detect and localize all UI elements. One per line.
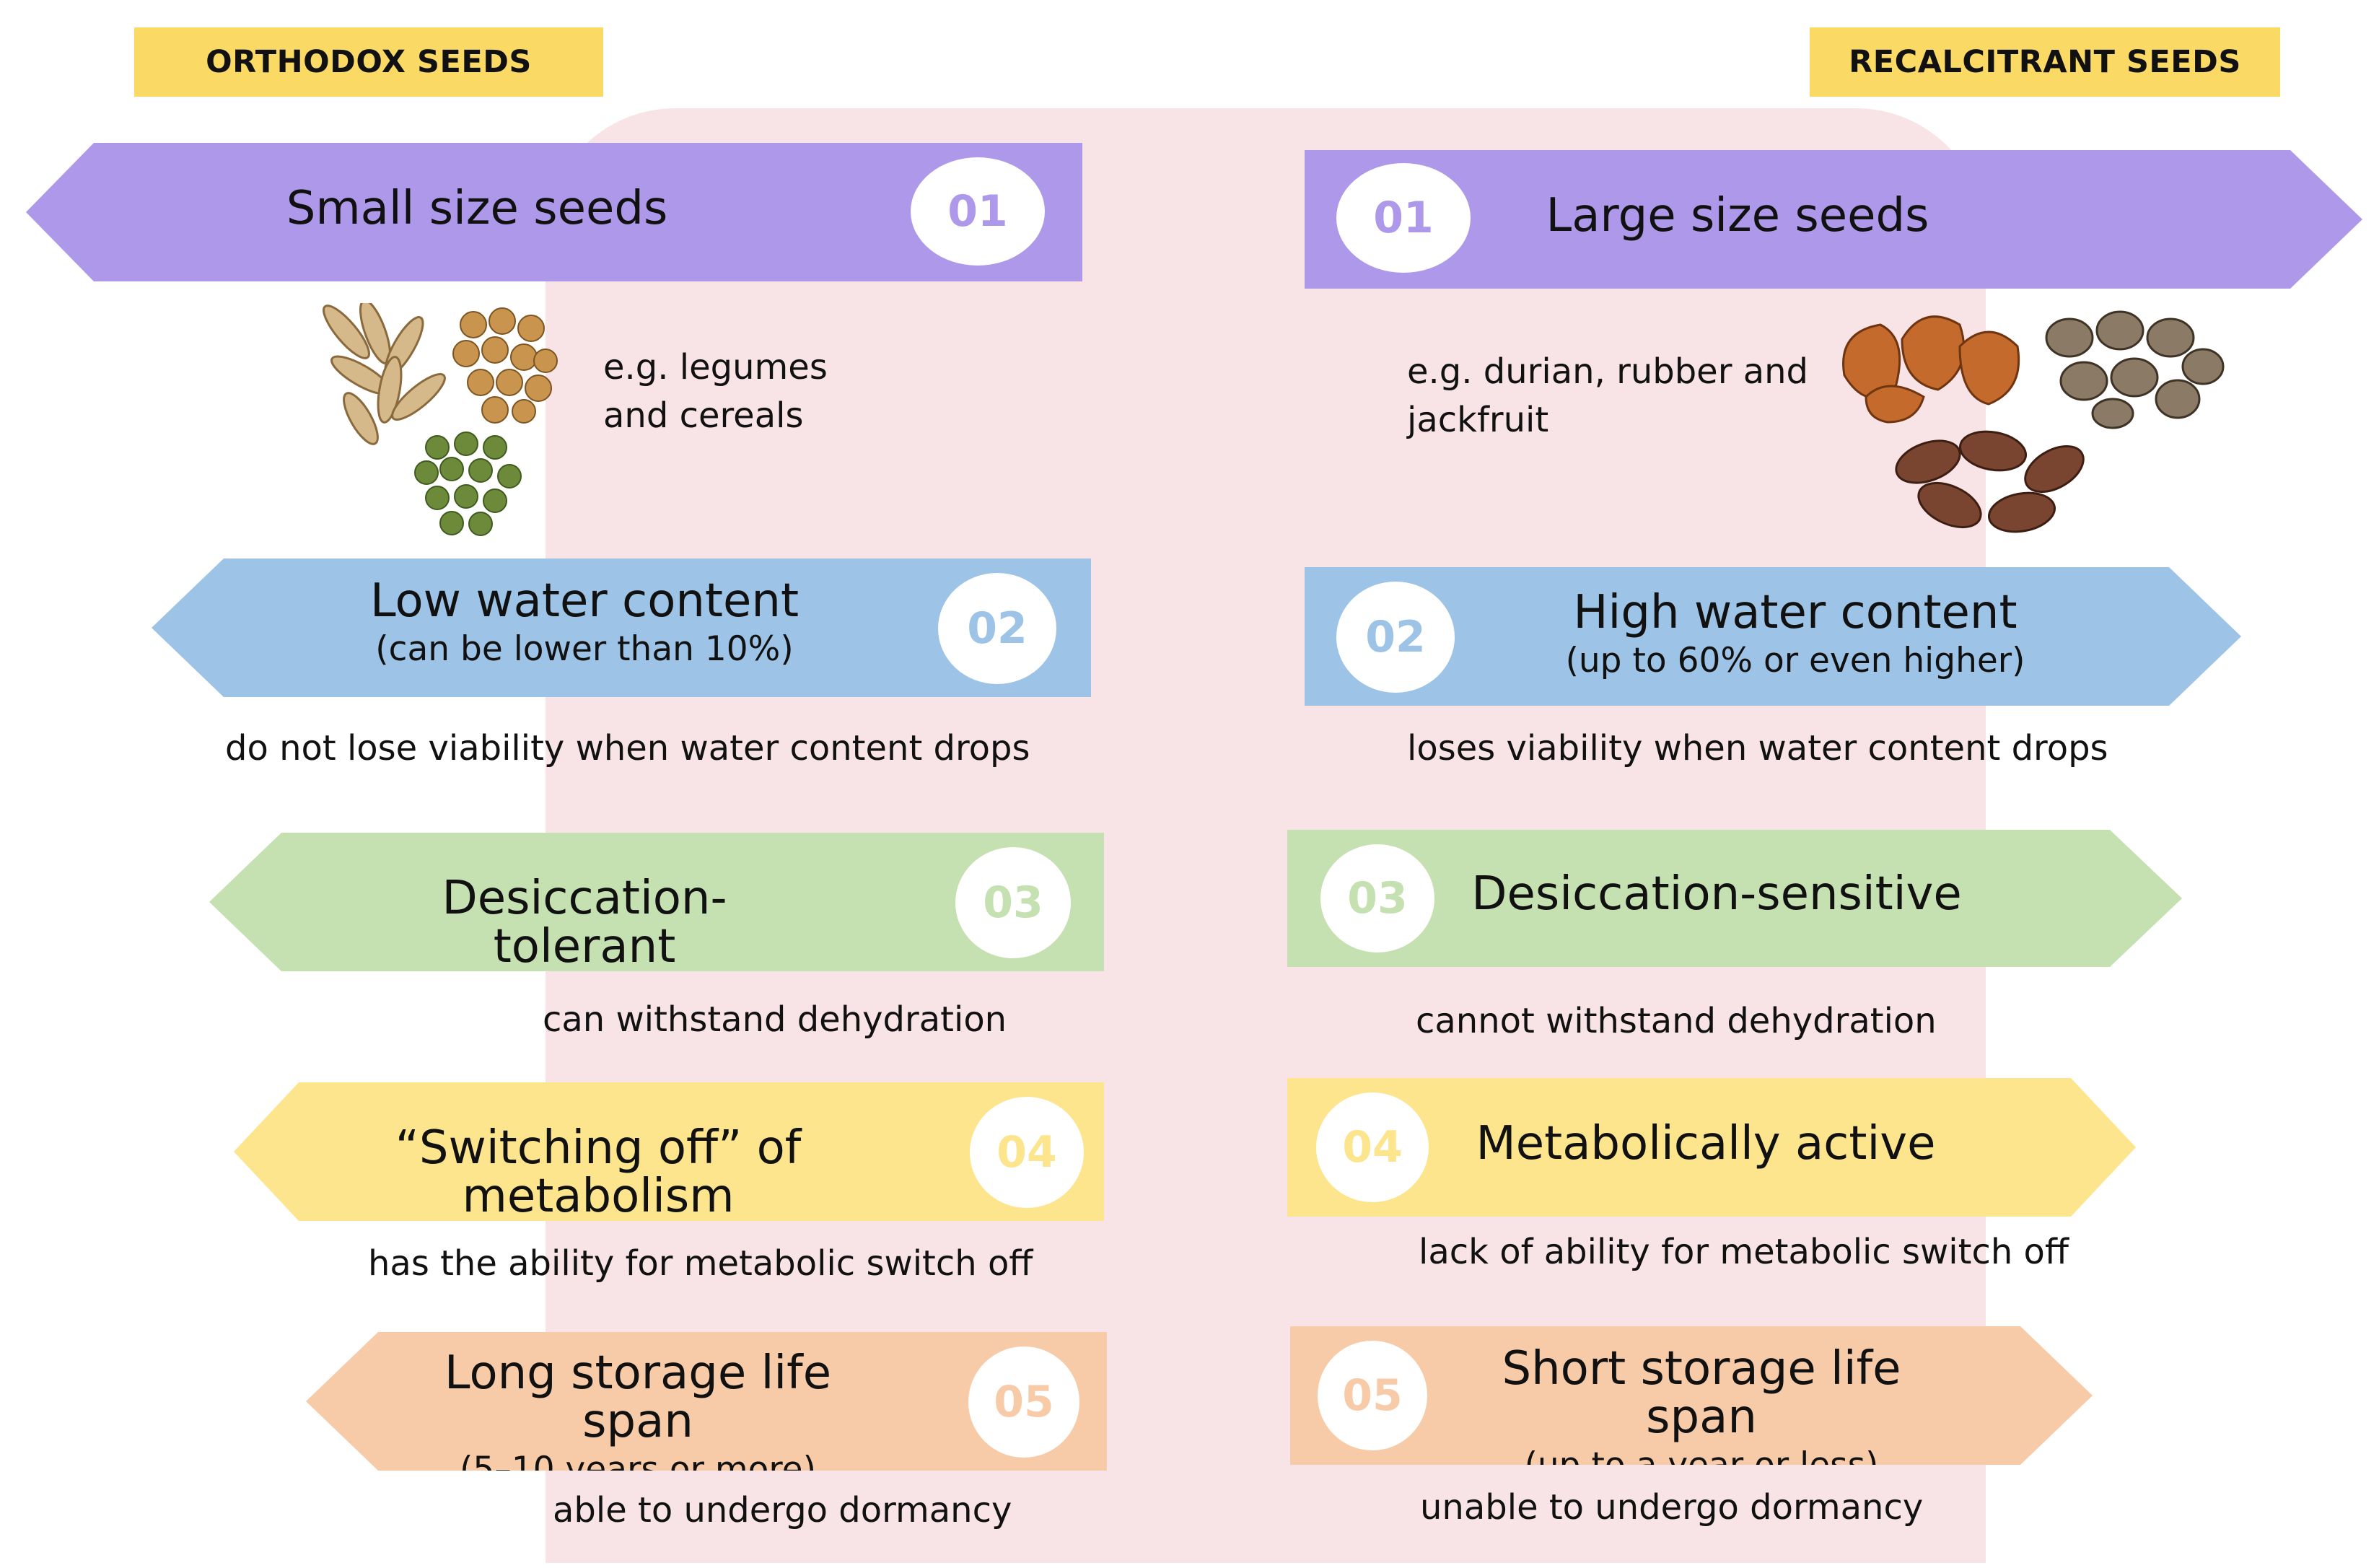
recalcitrant-arrow-02: 02 High water content (up to 60% or even…: [1305, 567, 2241, 706]
orthodox-arrow-02: Low water content (can be lower than 10%…: [152, 559, 1091, 697]
recalcitrant-desc-02: loses viability when water content drops: [1407, 728, 2108, 768]
orthodox-number-04: 04: [970, 1097, 1084, 1208]
recalcitrant-number-02: 02: [1336, 582, 1455, 693]
recalcitrant-title-02: High water content (up to 60% or even hi…: [1565, 586, 2025, 681]
recalcitrant-desc-05: unable to undergo dormancy: [1420, 1487, 1924, 1528]
durian-seeds-image: [1842, 315, 2020, 424]
orthodox-header: ORTHODOX SEEDS: [134, 27, 603, 97]
orthodox-title-05: Long storage life span (5–10 years or mo…: [444, 1346, 832, 1490]
jackfruit-seeds-image: [1895, 430, 2085, 533]
orthodox-number-01: 01: [911, 157, 1045, 266]
recalcitrant-desc-01: e.g. durian, rubber and jackfruit: [1407, 351, 1809, 441]
orthodox-arrow-04: “Switching off” of metabolism 04: [234, 1082, 1104, 1221]
legume-seeds-image: [452, 307, 558, 424]
orthodox-title-02: Low water content (can be lower than 10%…: [369, 574, 799, 670]
recalcitrant-number-05: 05: [1318, 1341, 1427, 1450]
orthodox-desc-04: has the ability for metabolic switch off: [368, 1243, 1033, 1284]
recalcitrant-arrow-04: 04 Metabolically active: [1287, 1078, 2136, 1217]
orthodox-desc-02: do not lose viability when water content…: [225, 728, 1030, 768]
recalcitrant-arrow-05: 05 Short storage life span (up to a year…: [1290, 1326, 2093, 1465]
orthodox-number-02: 02: [938, 573, 1056, 684]
recalcitrant-title-05: Short storage life span (up to a year or…: [1502, 1342, 1901, 1445]
orthodox-desc-03: can withstand dehydration: [543, 999, 1007, 1040]
recalcitrant-title-01: Large size seeds: [1546, 189, 1929, 242]
recalcitrant-header: RECALCITRANT SEEDS: [1810, 27, 2280, 97]
recalcitrant-title-04: Metabolically active: [1476, 1117, 1936, 1170]
recalcitrant-arrow-01: 01 Large size seeds: [1305, 150, 2362, 289]
recalcitrant-number-03: 03: [1320, 844, 1434, 952]
orthodox-desc-05: able to undergo dormancy: [553, 1490, 1012, 1530]
recalcitrant-number-04: 04: [1316, 1092, 1429, 1202]
orthodox-arrow-01: Small size seeds 01: [26, 143, 1082, 281]
rubber-seeds-image: [2045, 310, 2225, 429]
orthodox-title-04: “Switching off” of metabolism: [395, 1121, 802, 1224]
recalcitrant-desc-03: cannot withstand dehydration: [1416, 1001, 1937, 1041]
orthodox-number-05: 05: [968, 1346, 1079, 1458]
orthodox-arrow-03: Desiccation-tolerant 03: [209, 833, 1104, 971]
recalcitrant-number-01: 01: [1336, 163, 1471, 273]
orthodox-title-01: Small size seeds: [286, 182, 668, 235]
recalcitrant-arrow-03: 03 Desiccation-sensitive: [1287, 830, 2182, 967]
orthodox-number-03: 03: [955, 847, 1071, 958]
orthodox-arrow-05: Long storage life span (5–10 years or mo…: [306, 1332, 1107, 1471]
cereal-grains-image: [323, 303, 446, 445]
orthodox-title-03: Desiccation-tolerant: [442, 872, 727, 974]
orthodox-desc-01: e.g. legumes and cereals: [603, 347, 828, 437]
green-pea-seeds-image: [414, 432, 522, 536]
recalcitrant-title-03: Desiccation-sensitive: [1471, 867, 1962, 921]
recalcitrant-desc-04: lack of ability for metabolic switch off: [1419, 1232, 2069, 1272]
